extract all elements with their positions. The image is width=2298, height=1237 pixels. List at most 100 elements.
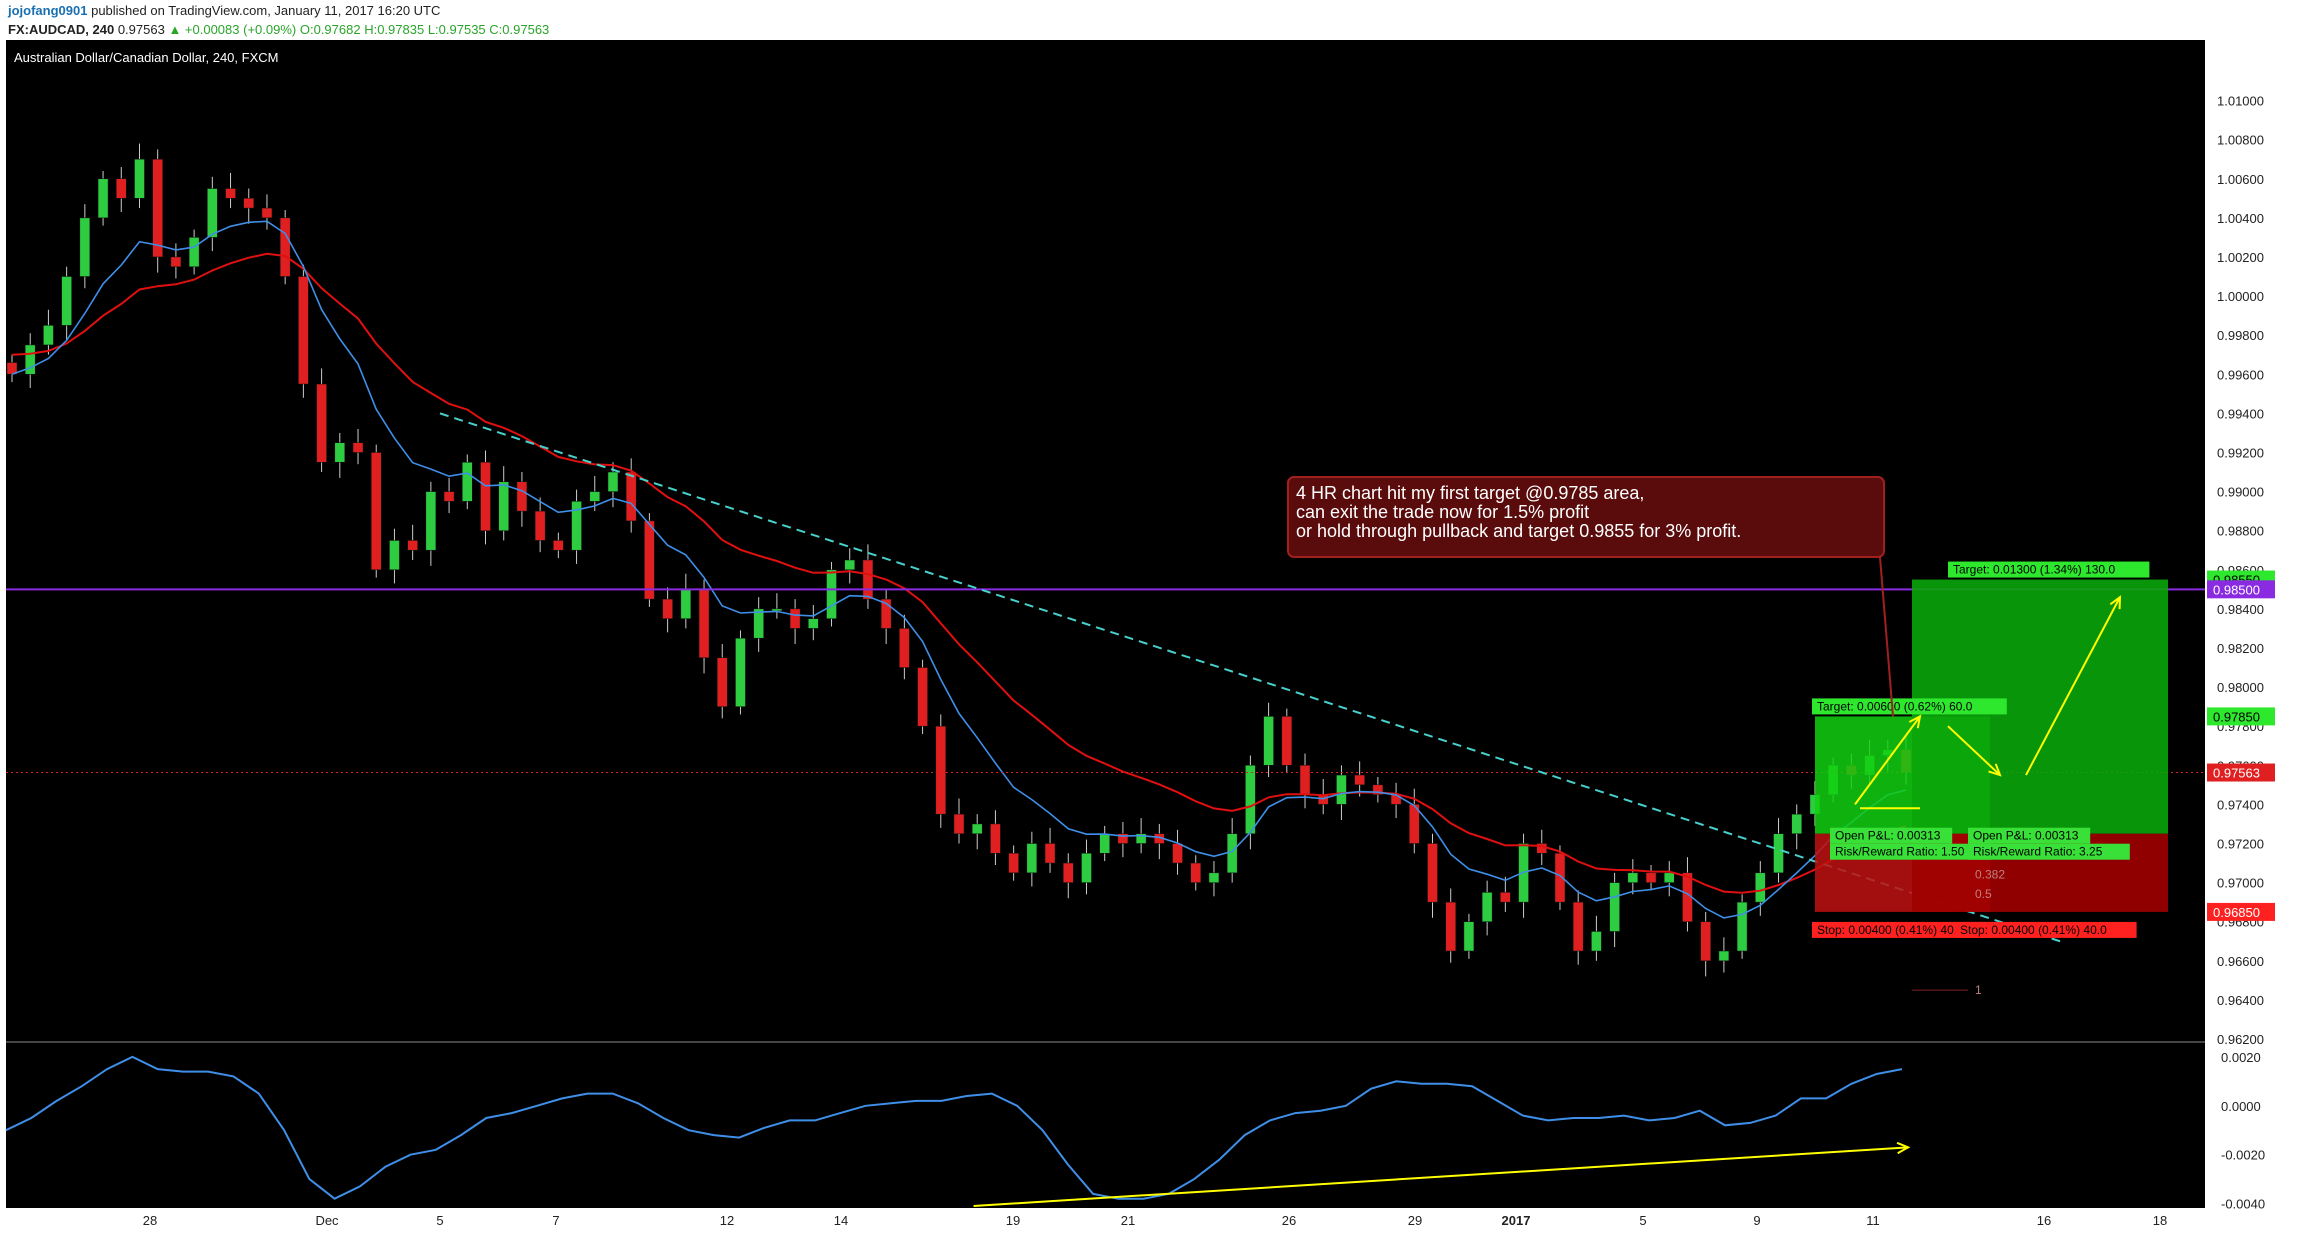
arrow-up-1 xyxy=(1854,715,1921,805)
last-price: 0.97563 xyxy=(117,22,165,37)
y-tick-label: 0.96600 xyxy=(2217,954,2264,969)
candle-body xyxy=(389,540,400,571)
annotation-box xyxy=(1287,476,1885,558)
price-change: ▲ +0.00083 (+0.09%) xyxy=(168,22,297,37)
y-tick-label: 0.97400 xyxy=(2217,797,2264,812)
chart-header: jojofang0901 published on TradingView.co… xyxy=(0,0,2298,40)
axis-label-target-small: 0.97850 xyxy=(2213,709,2260,724)
target-label-small: Target: 0.00600 (0.62%) 60.0 xyxy=(1817,699,1973,713)
candle-body xyxy=(1026,843,1038,874)
y-tick-label: 1.00600 xyxy=(2217,172,2264,187)
candle-body xyxy=(698,589,710,659)
y-tick-label: 0.96400 xyxy=(2217,993,2264,1008)
candle-body xyxy=(553,540,564,551)
y-tick-label: 0.97000 xyxy=(2217,876,2264,891)
candle-body xyxy=(1208,872,1220,883)
candle-body xyxy=(261,207,273,219)
candle-body xyxy=(1609,882,1620,932)
y-tick-label: 0.96200 xyxy=(2217,1032,2264,1047)
x-tick-label: 16 xyxy=(2037,1213,2051,1228)
author-name[interactable]: jojofang0901 xyxy=(8,3,88,18)
y-tick-label: 1.00000 xyxy=(2217,289,2264,304)
price-axis-background xyxy=(2205,40,2298,1237)
chart-canvas[interactable]: Australian Dollar/Canadian Dollar, 240, … xyxy=(0,40,2298,1237)
x-tick-label: 28 xyxy=(143,1213,157,1228)
x-tick-label: 12 xyxy=(720,1213,734,1228)
candle-body xyxy=(1409,804,1420,844)
candle-body xyxy=(680,589,692,619)
stop-label-small: Stop: 0.00400 (0.41%) 40.0 xyxy=(1817,923,1964,937)
candle-body xyxy=(1081,853,1092,883)
candle-body xyxy=(480,461,491,531)
rr-label-small: Risk/Reward Ratio: 1.50 xyxy=(1835,845,1965,859)
candle-body xyxy=(1591,931,1602,952)
candle-body xyxy=(1172,843,1183,864)
candle-body xyxy=(862,559,874,600)
pnl-label-small: Open P&L: 0.00313 xyxy=(1835,829,1941,843)
candle-body xyxy=(1700,921,1711,962)
y-tick-label: 0.99800 xyxy=(2217,328,2264,343)
target-label-large: Target: 0.01300 (1.34%) 130.0 xyxy=(1953,563,2115,577)
candle-body xyxy=(735,637,746,707)
annotation-pointer xyxy=(1879,556,1894,717)
candle-body xyxy=(225,188,236,199)
candle-body xyxy=(826,569,837,619)
candle-body xyxy=(534,510,546,541)
stop-label-large-bg xyxy=(1955,921,2137,938)
x-tick-label: 2017 xyxy=(1502,1213,1531,1228)
candle-body xyxy=(79,217,91,277)
candle-body xyxy=(116,178,127,199)
candle-body xyxy=(188,237,200,267)
pnl-label-large-bg xyxy=(1968,827,2091,844)
stop-label-small-bg xyxy=(1812,921,1994,938)
annotation-text: can exit the trade now for 1.5% profit xyxy=(1296,502,1589,522)
y-tick-label: 0.98000 xyxy=(2217,680,2264,695)
axis-label-stop: 0.96850 xyxy=(2213,905,2260,920)
candle-body xyxy=(935,725,947,815)
candle-body xyxy=(771,608,783,612)
candle-body xyxy=(1755,872,1766,903)
symbol-name: FX:AUDCAD, 240 xyxy=(8,22,115,37)
open-value: O:0.97682 xyxy=(299,22,361,37)
candle-body xyxy=(61,276,72,326)
candle-body xyxy=(1773,833,1784,874)
rr-label-small-bg xyxy=(1830,843,1992,860)
candle-body xyxy=(607,471,619,492)
fib-label: 0.382 xyxy=(1975,868,2005,882)
osc-y-tick-label: 0.0020 xyxy=(2221,1050,2261,1065)
candle-body xyxy=(899,628,910,668)
candle-body xyxy=(334,442,346,463)
x-tick-label: 5 xyxy=(436,1213,443,1228)
candle-body xyxy=(1572,901,1584,952)
candle-body xyxy=(880,598,892,629)
arrow-down-head xyxy=(1988,763,2002,777)
candle-body xyxy=(717,657,728,707)
candle-body xyxy=(298,276,309,385)
candle-body xyxy=(1427,843,1438,903)
publish-line: jojofang0901 published on TradingView.co… xyxy=(8,3,440,18)
candle-body xyxy=(243,198,254,209)
fib-label: 0.5 xyxy=(1975,887,1992,901)
x-tick-label: Dec xyxy=(315,1213,339,1228)
candle-body xyxy=(152,158,163,258)
candle-body xyxy=(953,813,965,834)
x-tick-label: 9 xyxy=(1753,1213,1760,1228)
candle-body xyxy=(1099,833,1110,854)
candle-body xyxy=(462,461,473,502)
candle-body xyxy=(644,520,655,600)
candle-body xyxy=(1736,901,1748,952)
candle-body xyxy=(844,559,855,571)
y-tick-label: 0.98200 xyxy=(2217,641,2264,656)
publish-info: published on TradingView.com, January 11… xyxy=(91,3,441,18)
axis-label-level: 0.98500 xyxy=(2213,582,2260,597)
osc-y-tick-label: -0.0020 xyxy=(2221,1148,2265,1163)
x-tick-label: 14 xyxy=(834,1213,848,1228)
y-tick-label: 0.98400 xyxy=(2217,602,2264,617)
candle-body xyxy=(516,481,528,512)
x-tick-label: 5 xyxy=(1639,1213,1646,1228)
close-value: C:0.97563 xyxy=(489,22,550,37)
candle-body xyxy=(1354,774,1365,786)
candle-body xyxy=(425,491,437,551)
candle-body xyxy=(917,667,928,727)
fib-label: 1 xyxy=(1975,983,1982,997)
